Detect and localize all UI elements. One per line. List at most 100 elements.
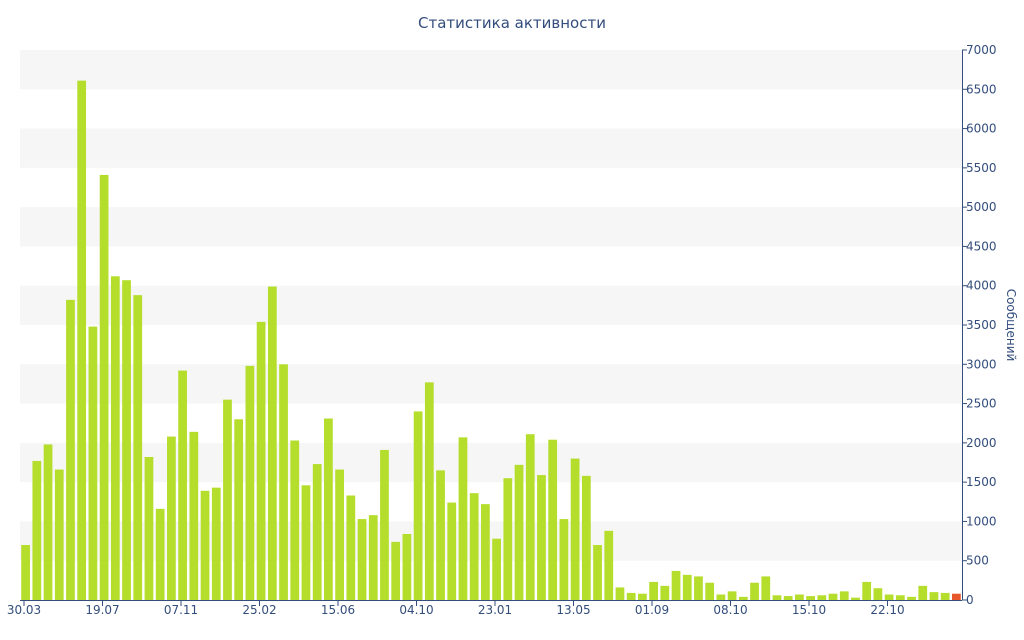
bar [537,475,546,600]
bar [940,592,950,600]
x-tick-label: 22.10 [870,603,904,617]
x-tick-label: 01.09 [635,603,669,617]
bar [481,504,490,600]
y-tick-label: 7000 [966,43,997,57]
bar [155,508,165,600]
bar [167,436,176,600]
bar [43,444,53,600]
bar [761,576,771,600]
bar [682,574,692,600]
bar [548,439,558,600]
bar [660,585,670,600]
grid-band [20,364,962,404]
x-tick-label: 23.01 [478,603,512,617]
bar [77,80,87,600]
bar [357,519,367,600]
y-tick-label: 500 [966,554,989,568]
y-tick-label: 0 [966,593,974,607]
bar [862,581,872,600]
bar [952,593,961,600]
bar [884,594,894,600]
grid-bands [20,50,962,561]
bar [671,570,681,600]
bar [21,545,30,600]
bar [895,595,905,600]
y-tick-label: 4000 [966,279,997,293]
x-tick-label: 15.06 [321,603,355,617]
y-tick-label: 6000 [966,122,997,136]
bar [211,487,221,600]
bar [604,530,614,600]
bar [716,594,726,600]
bar [581,475,591,600]
bar [368,515,378,600]
bar [324,418,333,600]
y-tick-label: 5000 [966,200,997,214]
bar [458,437,468,600]
bar [223,399,232,600]
bar [570,458,580,600]
bar [929,592,939,600]
y-tick-label: 2500 [966,397,997,411]
grid-band [20,442,962,483]
bar [738,596,748,600]
bar [436,470,445,600]
bar [447,502,457,600]
y-tick-label: 1500 [966,475,997,489]
y-tick-label: 2000 [966,436,997,450]
y-tick-label: 4500 [966,239,997,253]
bar [694,576,703,600]
bar [88,326,98,600]
y-tick-label: 3500 [966,318,997,332]
bar [525,434,535,600]
bar [256,321,266,600]
x-tick-label: 04.10 [399,603,433,617]
bar [424,382,434,600]
bar [346,495,356,600]
y-tick-label: 6500 [966,82,997,96]
bar [873,588,883,600]
bar [503,478,513,600]
bar [144,457,154,600]
bar [245,365,255,600]
bar [301,485,311,600]
bar [593,545,602,600]
bar [559,519,569,600]
bar [54,469,64,600]
grid-band [20,207,962,247]
bar [391,541,401,600]
bar [615,587,625,600]
x-tick-label: 30.03 [7,603,41,617]
y-axis: 0 500 1000 1500 2000 2500 3000 3500 4000 4500 5000… [962,43,997,607]
bar [649,581,658,600]
y-tick-label: 5500 [966,161,997,175]
x-tick-label: 19.07 [85,603,119,617]
bar [469,493,479,600]
bar [851,597,860,600]
x-tick-label: 08.10 [713,603,747,617]
bar [99,174,109,600]
x-axis: 30.03 19.07 07.11 25.02 15.06 04.10 23.01 13.05… [7,600,962,617]
grid-band [20,50,962,90]
bar [413,411,423,600]
bar [727,591,737,600]
bar [492,538,501,600]
bar [178,370,187,600]
bar [66,299,75,600]
bar [200,490,210,600]
bar [279,364,288,600]
bar [380,449,389,600]
bar [772,595,782,600]
bar [839,591,849,600]
bar [290,440,300,600]
bar [750,582,759,600]
bar [189,431,199,600]
y-tick-label: 3000 [966,357,997,371]
chart-title: Статистика активности [418,14,606,32]
x-tick-label: 25.02 [242,603,276,617]
y-axis-label: Сообщений [1004,289,1018,362]
bar [32,460,42,600]
grid-band [20,521,962,561]
bar [828,593,838,600]
